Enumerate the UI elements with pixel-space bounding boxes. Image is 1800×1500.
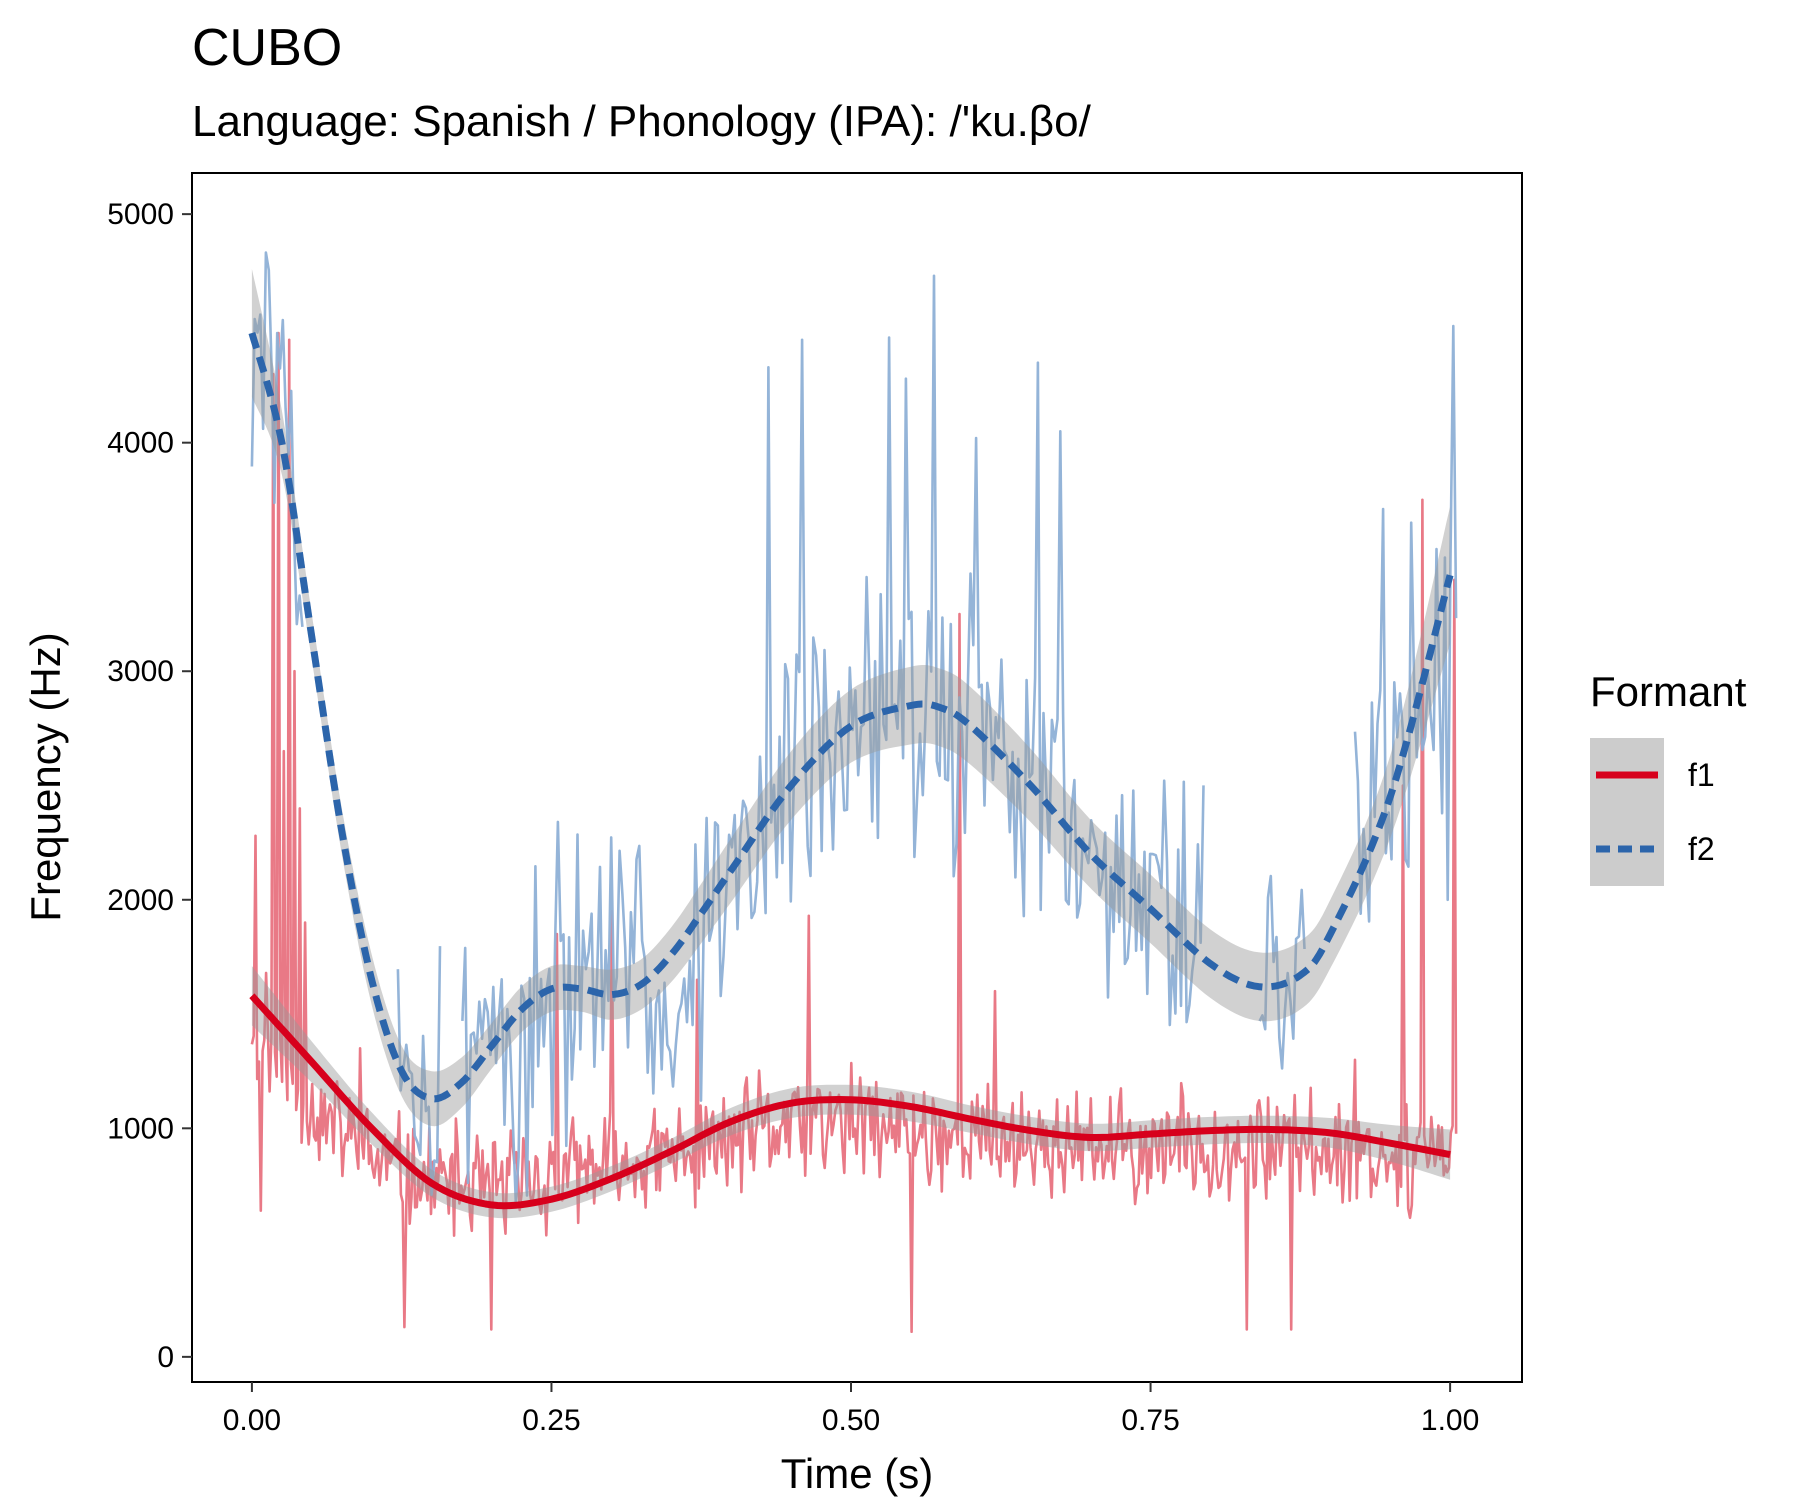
legend-entry-f2: f2 xyxy=(1590,812,1715,886)
legend-label-f1: f1 xyxy=(1688,757,1715,793)
x-tick-label: 0.00 xyxy=(223,1404,281,1437)
panel-border xyxy=(191,172,1523,1383)
plot-panel xyxy=(192,173,1522,1382)
legend-title: Formant xyxy=(1590,668,1747,715)
smooth-curves xyxy=(248,332,1454,1210)
x-tick-label: 0.25 xyxy=(522,1404,580,1437)
legend-entry-f1: f1 xyxy=(1590,738,1715,812)
x-tick-label: 0.75 xyxy=(1121,1404,1179,1437)
x-tick-label: 1.00 xyxy=(1421,1404,1479,1437)
ci-ribbon-f1 xyxy=(251,966,1451,1219)
legend: Formant f1 f2 xyxy=(1590,668,1747,886)
y-axis-title: Frequency (Hz) xyxy=(22,632,69,921)
raw-track-f1 xyxy=(250,331,1458,1333)
y-tick-label: 1000 xyxy=(107,1112,174,1145)
smooth-curve-f1 xyxy=(249,993,1451,1210)
y-tick-label: 5000 xyxy=(107,198,174,231)
smooth-curve-f2 xyxy=(248,332,1454,1103)
legend-label-f2: f2 xyxy=(1688,831,1715,867)
y-tick-label: 0 xyxy=(157,1341,174,1374)
y-tick-label: 4000 xyxy=(107,427,174,460)
x-tick-label: 0.50 xyxy=(822,1404,880,1437)
y-tick-label: 2000 xyxy=(107,884,174,917)
raw-tracks xyxy=(250,251,1458,1333)
y-tick-label: 3000 xyxy=(107,655,174,688)
x-axis: 0.00 0.25 0.50 0.75 1.00 xyxy=(223,1382,1479,1437)
raw-track-f2 xyxy=(250,251,1458,1204)
x-axis-title: Time (s) xyxy=(781,1450,933,1497)
chart-title: CUBO xyxy=(192,19,343,77)
y-axis: 0 1000 2000 3000 4000 5000 xyxy=(107,198,192,1374)
chart-subtitle: Language: Spanish / Phonology (IPA): /'k… xyxy=(192,97,1091,146)
